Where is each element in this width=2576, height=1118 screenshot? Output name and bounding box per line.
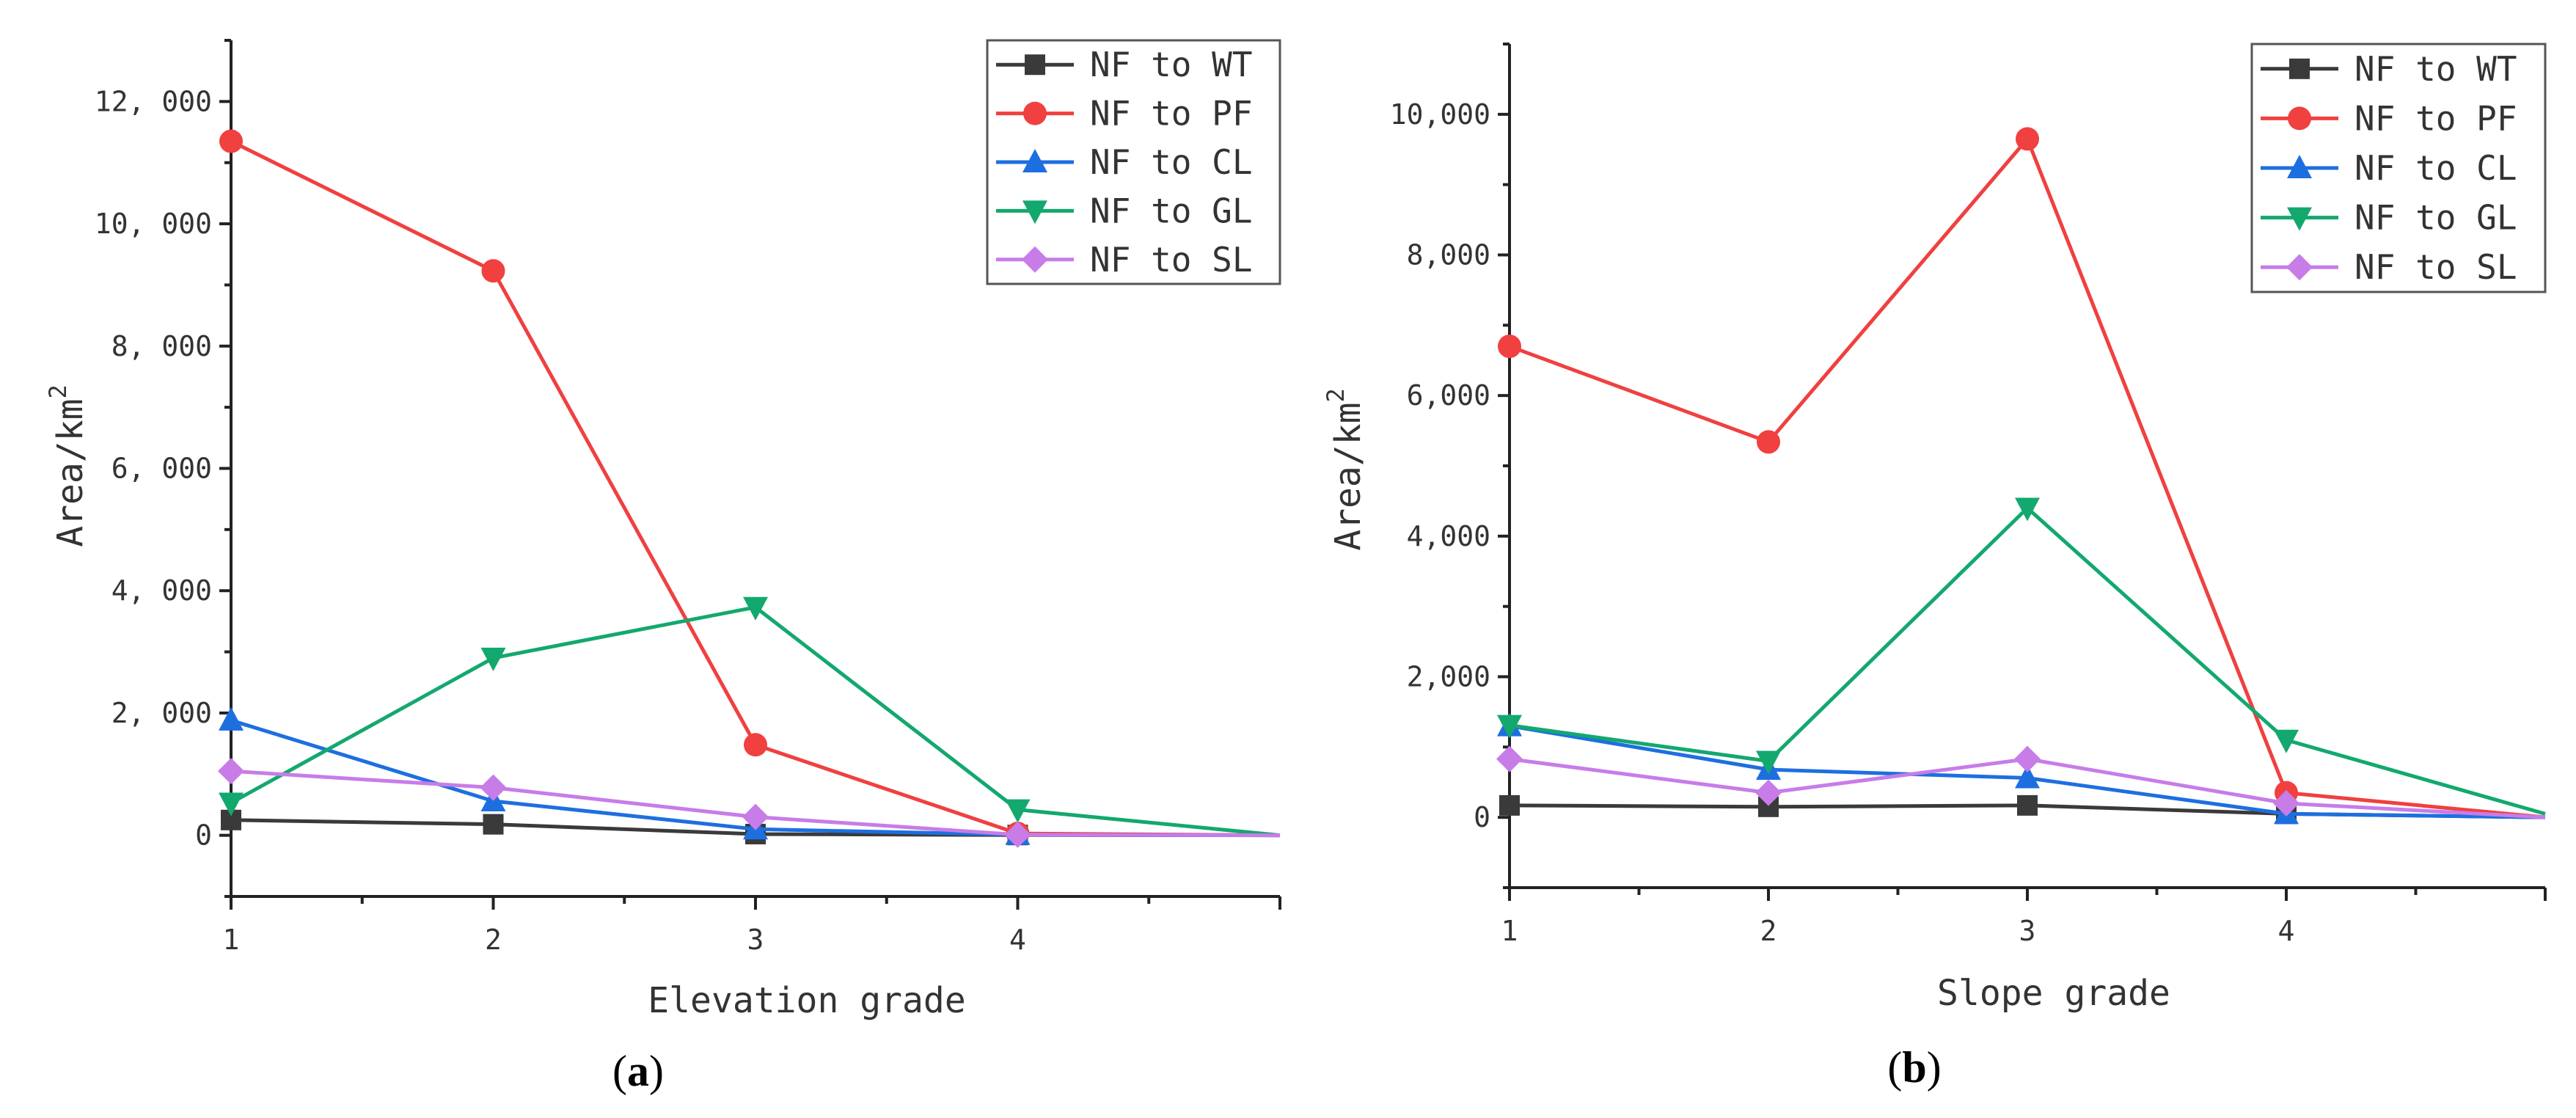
- x-tick-label: 2: [485, 924, 502, 956]
- legend-marker: [1022, 200, 1047, 224]
- data-point: [2274, 729, 2299, 753]
- y-tick-label: 2,000: [1407, 661, 1490, 693]
- chart-b-ylabel: Area/km2: [1322, 388, 1369, 551]
- series-nf-to-sl: [1496, 745, 2546, 819]
- data-point: [480, 647, 506, 671]
- x-tick-label: 2: [1760, 915, 1777, 947]
- y-tick-label: 2, 000: [111, 697, 212, 729]
- data-point: [480, 774, 507, 801]
- y-tick-label: 12, 000: [95, 85, 212, 117]
- chart-a-ylabel: Area/km2: [44, 384, 91, 547]
- legend-marker: [2289, 58, 2310, 79]
- data-point: [219, 706, 244, 731]
- legend-label: NF to WT: [2354, 49, 2517, 89]
- legend-item: NF to SL: [996, 240, 1253, 280]
- legend-item: NF to WT: [996, 45, 1253, 84]
- data-point: [218, 758, 244, 785]
- series-nf-to-gl: [219, 596, 1281, 838]
- chart-a-xlabel: Elevation grade: [648, 980, 965, 1021]
- data-point: [1497, 715, 1522, 739]
- data-point: [1755, 779, 1782, 806]
- legend-marker: [2287, 207, 2312, 231]
- data-point: [219, 129, 243, 153]
- chart-a-series: [218, 129, 1281, 848]
- data-point: [742, 803, 769, 830]
- chart-b-xlabel: Slope grade: [1937, 973, 2170, 1014]
- data-point: [219, 792, 244, 816]
- legend-label: NF to WT: [1090, 45, 1253, 84]
- legend-marker: [1025, 54, 1045, 76]
- legend-item: NF to SL: [2261, 247, 2517, 287]
- legend-label: NF to PF: [1090, 94, 1253, 134]
- x-tick-label: 3: [747, 924, 764, 956]
- chart-b-legend: NF to WT NF to PF NF to CL NF to GL NF to SL: [2250, 43, 2547, 293]
- x-tick-label: 4: [1009, 924, 1026, 956]
- legend-item: NF to PF: [2261, 98, 2517, 138]
- series-nf-to-sl: [218, 758, 1281, 848]
- chart-panel-a: 0 2, 000 4, 000 6, 000 8, 000 10, 000 12, 000 1…: [44, 39, 1281, 1095]
- y-tick-label: 6, 000: [111, 453, 212, 485]
- x-tick-label: 1: [1501, 915, 1518, 947]
- y-tick-label: 10, 000: [95, 208, 212, 240]
- legend-label: NF to CL: [1090, 142, 1253, 182]
- data-point: [1496, 745, 1523, 772]
- data-point: [1756, 750, 1781, 775]
- data-point: [2017, 794, 2038, 816]
- legend-item: NF to GL: [996, 191, 1253, 230]
- data-point: [2015, 764, 2040, 789]
- data-point: [743, 596, 768, 621]
- legend-marker: [2286, 254, 2313, 281]
- y-tick-label: 10,000: [1390, 98, 1490, 131]
- legend-marker: [1022, 246, 1048, 273]
- data-point: [483, 814, 504, 835]
- data-point: [481, 259, 505, 283]
- y-tick-label: 4, 000: [111, 574, 212, 607]
- legend-item: NF to CL: [2261, 148, 2517, 188]
- y-tick-label: 0: [195, 819, 212, 852]
- legend-item: NF to PF: [996, 94, 1253, 134]
- data-point: [744, 733, 767, 757]
- legend-label: NF to CL: [2354, 148, 2517, 188]
- y-tick-label: 0: [1474, 801, 1490, 833]
- data-point: [1004, 821, 1031, 848]
- data-point: [2014, 745, 2041, 772]
- chart-panel-b: 0 2,000 4,000 6,000 8,000 10,000 1 2 3 4 NF to WT…: [1322, 43, 2547, 1092]
- chart-b-panel-label: (b): [1887, 1043, 1941, 1092]
- legend-item: NF to WT: [2261, 49, 2517, 89]
- chart-b-series: [1496, 127, 2546, 825]
- legend-label: NF to SL: [2354, 247, 2517, 287]
- legend-label: NF to SL: [1090, 240, 1253, 280]
- legend-label: NF to GL: [2354, 198, 2517, 238]
- chart-a-legend: NF to WT NF to PF NF to CL NF to GL NF to SL: [986, 39, 1281, 285]
- legend-label: NF to GL: [1090, 191, 1253, 230]
- data-point: [1499, 794, 1520, 816]
- data-point: [1498, 335, 1521, 359]
- y-tick-label: 8,000: [1407, 239, 1490, 271]
- x-tick-label: 3: [2019, 915, 2036, 947]
- legend-marker: [1022, 149, 1047, 172]
- x-tick-label: 1: [223, 924, 240, 956]
- legend-marker: [2288, 106, 2311, 131]
- legend-label: NF to PF: [2354, 98, 2517, 138]
- chart-a-axes: 0 2, 000 4, 000 6, 000 8, 000 10, 000 12, 000 1…: [95, 39, 1281, 956]
- legend-marker: [2287, 155, 2312, 178]
- legend-item: NF to GL: [2261, 198, 2517, 238]
- data-point: [1757, 430, 1780, 454]
- y-tick-label: 6,000: [1407, 379, 1490, 412]
- legend-marker: [1023, 101, 1047, 125]
- data-point: [2016, 127, 2039, 151]
- y-tick-label: 8, 000: [111, 330, 212, 362]
- data-point: [1005, 799, 1031, 823]
- data-point: [2273, 790, 2299, 816]
- chart-a-panel-label: (a): [612, 1047, 664, 1095]
- data-point: [2015, 497, 2040, 522]
- x-tick-label: 4: [2278, 915, 2295, 947]
- series-nf-to-gl: [1497, 497, 2546, 816]
- legend-item: NF to CL: [996, 142, 1253, 182]
- y-tick-label: 4,000: [1407, 520, 1490, 552]
